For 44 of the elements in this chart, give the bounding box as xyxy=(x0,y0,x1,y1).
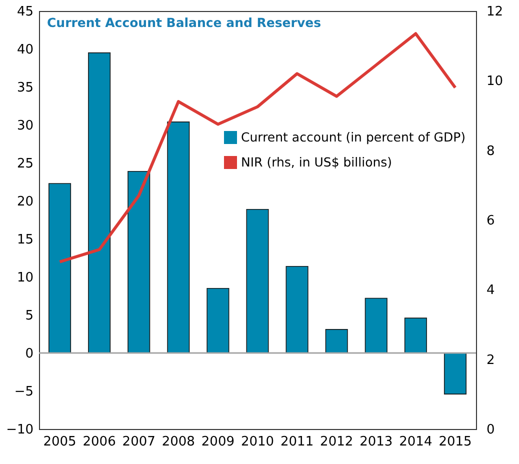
x-tick-label: 2005 xyxy=(43,434,76,450)
y2-tick-label: 2 xyxy=(486,352,495,368)
y-tick-label: 20 xyxy=(16,194,34,210)
legend-label: NIR (rhs, in US$ billions) xyxy=(241,154,392,170)
chart-title: Current Account Balance and Reserves xyxy=(47,15,322,30)
y2-tick-label: 0 xyxy=(486,422,495,438)
y2-tick-label: 6 xyxy=(486,214,495,228)
bar xyxy=(444,352,467,394)
bar xyxy=(364,298,388,354)
bar xyxy=(246,208,269,354)
bar xyxy=(128,170,150,354)
x-tick-label: 2014 xyxy=(399,434,432,450)
bar xyxy=(325,329,348,354)
y-tick-label: 10 xyxy=(16,270,34,286)
x-tick-label: 2013 xyxy=(360,434,393,450)
y-tick-label: −5 xyxy=(14,384,34,400)
y2-tick-label: 12 xyxy=(486,4,504,20)
x-tick-label: 2009 xyxy=(201,434,234,450)
y2-tick-label: 4 xyxy=(486,283,495,298)
legend-label: Current account (in percent of GDP) xyxy=(241,130,466,144)
y-tick-label: 35 xyxy=(16,80,34,96)
bar xyxy=(286,266,308,354)
x-tick-label: 2007 xyxy=(122,434,156,450)
x-tick-label: 2011 xyxy=(280,434,314,450)
y-tick-label: 5 xyxy=(25,308,34,324)
bar xyxy=(167,122,190,354)
x-tick-label: 2008 xyxy=(162,434,195,450)
y-tick-label: 30 xyxy=(16,118,34,134)
x-tick-label: 2010 xyxy=(240,434,274,450)
y-tick-label: 45 xyxy=(16,4,34,20)
y-tick-label: 25 xyxy=(16,156,34,172)
y2-tick-label: 10 xyxy=(486,74,504,90)
x-tick-label: 2012 xyxy=(320,434,354,450)
bar xyxy=(206,288,230,354)
x-tick-label: 2006 xyxy=(82,434,116,450)
bar xyxy=(404,318,427,354)
y-tick-label: 15 xyxy=(16,232,34,248)
bar xyxy=(88,52,111,354)
y-tick-label: 0 xyxy=(25,346,34,362)
y2-tick-label: 8 xyxy=(486,144,495,159)
bar xyxy=(48,183,72,354)
y-tick-label: −10 xyxy=(6,422,34,438)
x-tick-label: 2015 xyxy=(438,434,472,450)
y-tick-label: 40 xyxy=(16,42,34,58)
